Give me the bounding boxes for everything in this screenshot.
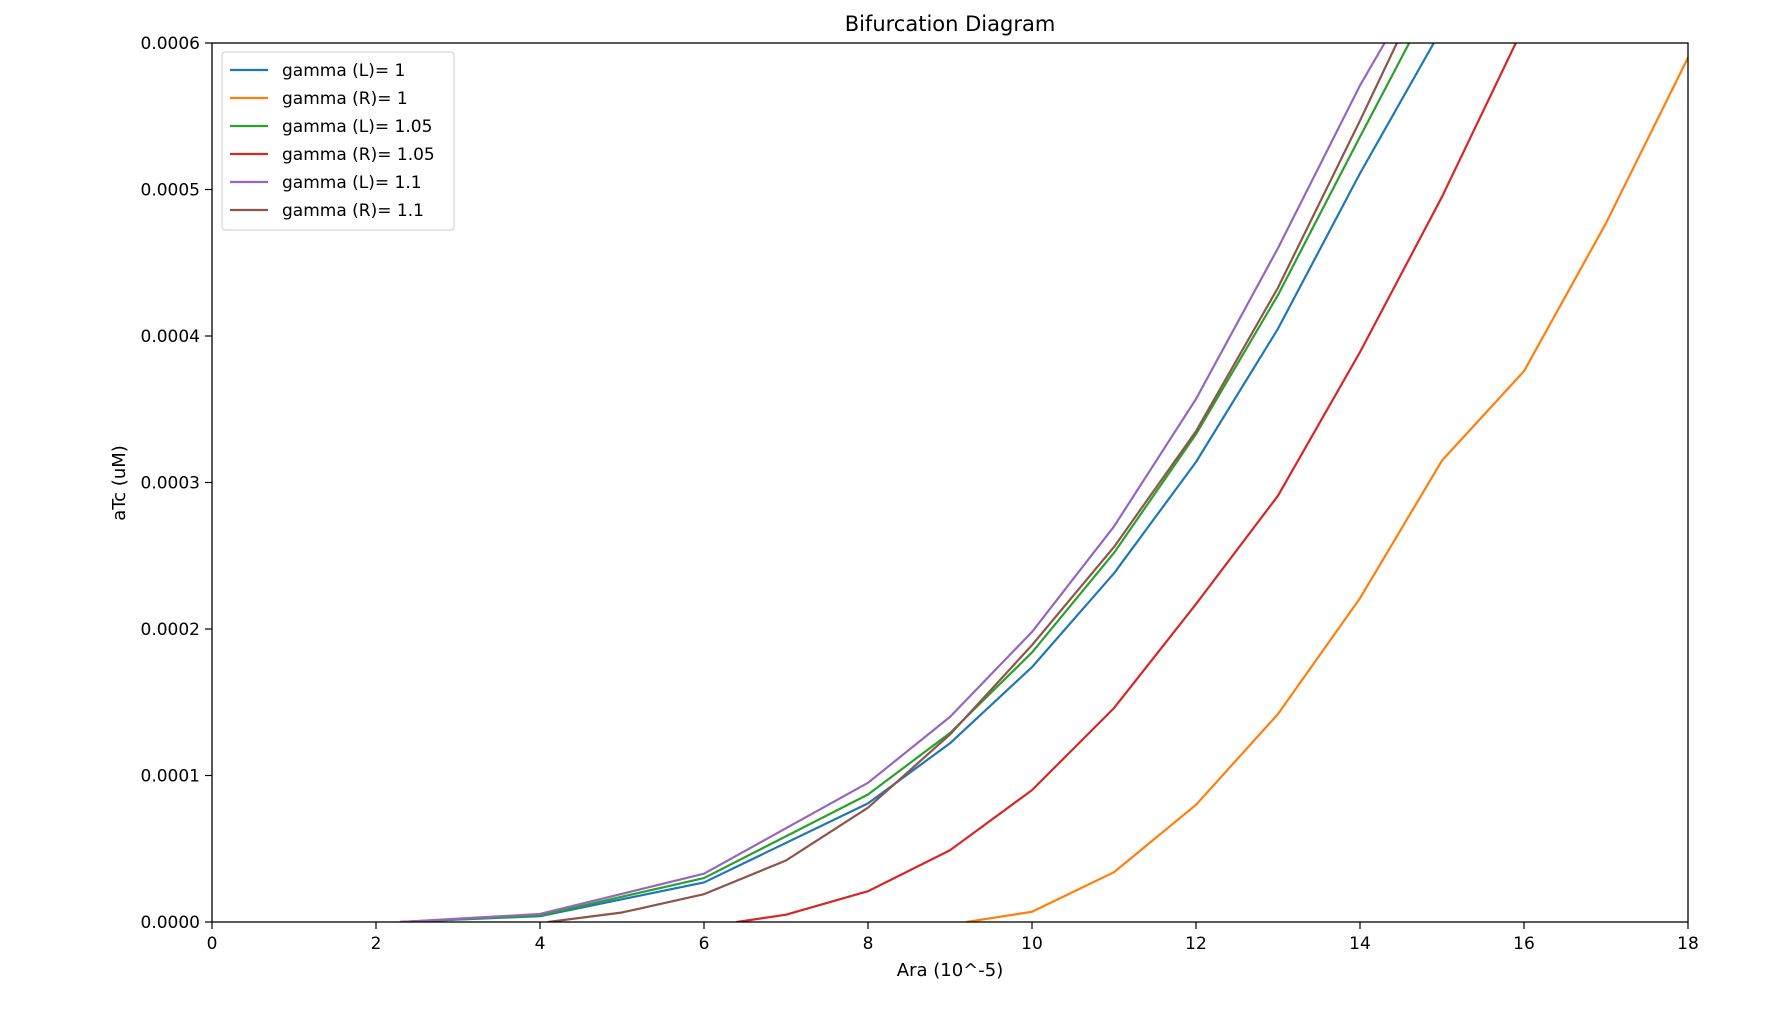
y-tick-label: 0.0004	[141, 327, 200, 347]
x-tick-label: 10	[1021, 934, 1043, 954]
legend-label-4: gamma (R)= 1.05	[282, 145, 435, 165]
y-tick-label: 0.0003	[141, 474, 200, 494]
x-tick-label: 16	[1513, 934, 1535, 954]
y-tick-label: 0.0002	[141, 620, 200, 640]
y-tick-label: 0.0006	[141, 34, 200, 54]
series-line-2	[965, 56, 1688, 922]
x-tick-label: 0	[207, 934, 218, 954]
legend-label-6: gamma (R)= 1.1	[282, 201, 424, 221]
series-line-3	[399, 43, 1411, 922]
y-axis-label: aTc (uM)	[109, 445, 130, 521]
x-tick-label: 6	[699, 934, 710, 954]
x-axis-label: Ara (10^-5)	[897, 960, 1003, 981]
y-tick-label: 0.0005	[141, 181, 200, 201]
x-tick-label: 18	[1677, 934, 1699, 954]
x-tick-label: 8	[863, 934, 874, 954]
x-axis-ticks: 0 2 4 6 8 10 12 14 16 18	[207, 922, 1699, 954]
series-line-1	[399, 43, 1435, 922]
legend-label-2: gamma (R)= 1	[282, 89, 408, 109]
legend-label-5: gamma (L)= 1.1	[282, 173, 422, 193]
series-line-5	[399, 43, 1386, 922]
y-axis-ticks: 0.0000 0.0001 0.0002 0.0003 0.0004 0.0005 0.00…	[141, 34, 212, 933]
x-tick-label: 4	[535, 934, 546, 954]
x-tick-label: 14	[1349, 934, 1371, 954]
y-tick-label: 0.0000	[141, 913, 200, 933]
legend-label-3: gamma (L)= 1.05	[282, 117, 432, 137]
legend-box	[221, 51, 455, 231]
legend: gamma (L)= 1 gamma (R)= 1 gamma (L)= 1.05 g…	[221, 51, 455, 231]
plot-lines	[399, 43, 1688, 922]
series-line-4	[735, 43, 1517, 922]
series-line-6	[547, 43, 1399, 922]
legend-label-1: gamma (L)= 1	[282, 61, 405, 81]
x-tick-label: 2	[371, 934, 382, 954]
y-tick-label: 0.0001	[141, 767, 200, 787]
x-tick-label: 12	[1185, 934, 1207, 954]
chart-title: Bifurcation Diagram	[845, 12, 1056, 36]
